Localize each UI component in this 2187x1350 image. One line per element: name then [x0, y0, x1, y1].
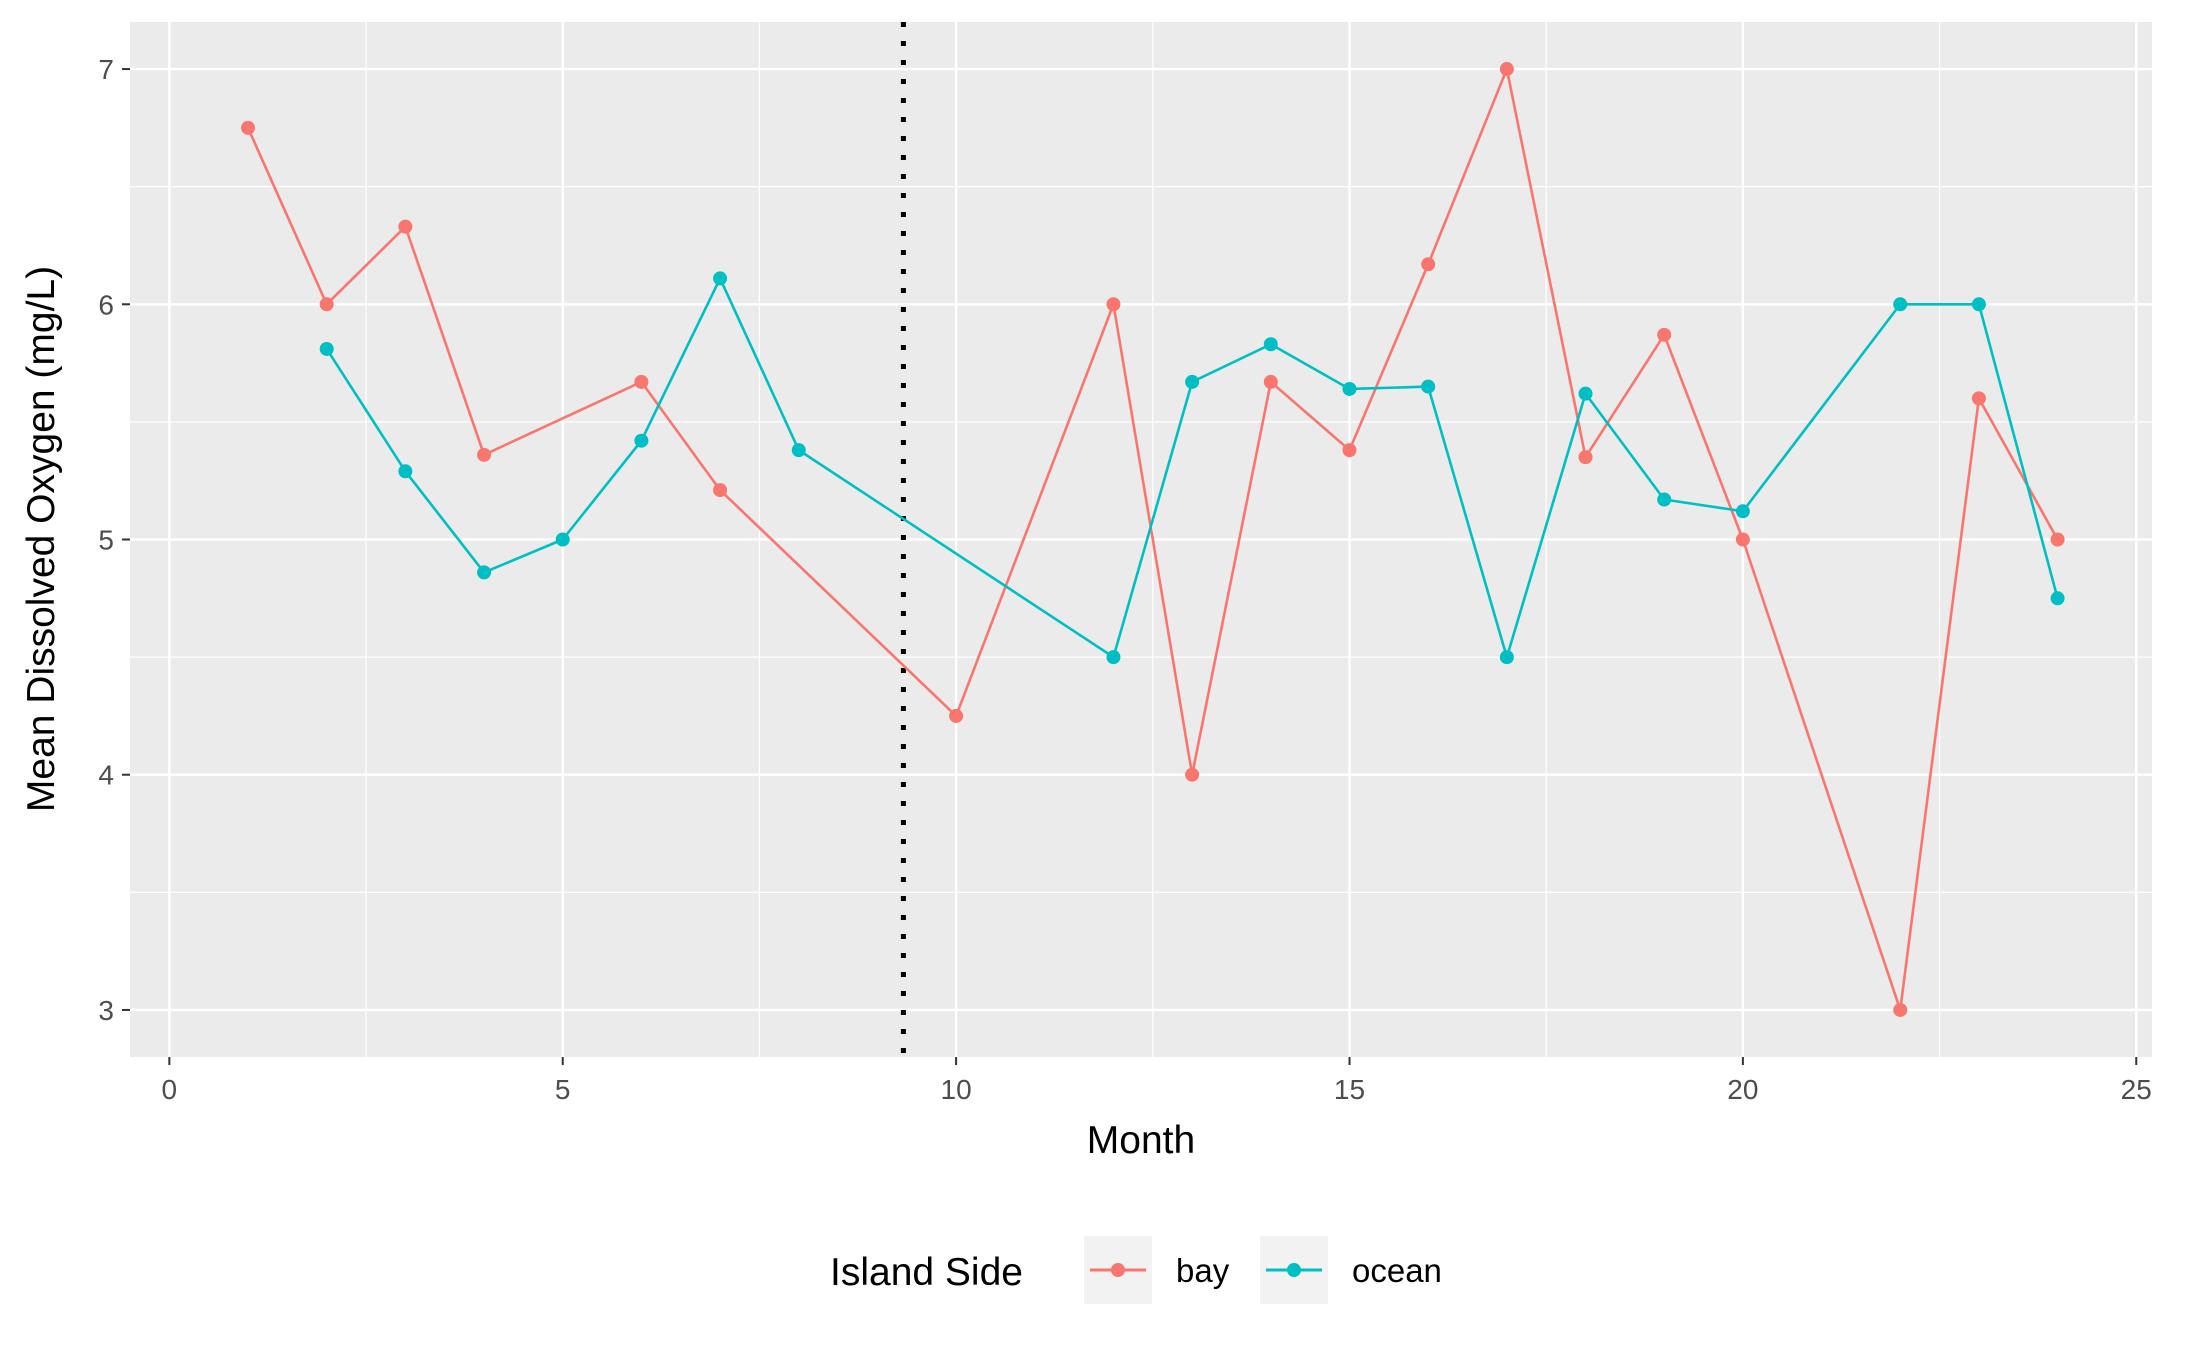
data-point-ocean	[398, 464, 412, 478]
x-tick-label: 20	[1727, 1074, 1758, 1105]
data-point-bay	[1579, 450, 1593, 464]
data-point-bay	[1106, 297, 1120, 311]
x-tick-label: 0	[162, 1074, 178, 1105]
data-point-bay	[1185, 768, 1199, 782]
y-tick-label: 4	[98, 760, 114, 791]
legend-point-bay	[1111, 1263, 1125, 1277]
data-point-bay	[1972, 391, 1986, 405]
data-point-bay	[477, 448, 491, 462]
legend-label-bay: bay	[1176, 1252, 1230, 1289]
legend-point-ocean	[1287, 1263, 1301, 1277]
data-point-ocean	[634, 434, 648, 448]
data-point-ocean	[1421, 380, 1435, 394]
data-point-ocean	[1342, 382, 1356, 396]
data-point-bay	[1342, 443, 1356, 457]
legend-label-ocean: ocean	[1352, 1252, 1442, 1289]
data-point-ocean	[2051, 591, 2065, 605]
data-point-bay	[1500, 62, 1514, 76]
data-point-bay	[398, 220, 412, 234]
data-point-bay	[713, 483, 727, 497]
data-point-ocean	[1264, 337, 1278, 351]
data-point-ocean	[477, 565, 491, 579]
data-point-ocean	[1579, 387, 1593, 401]
y-tick-label: 3	[98, 995, 114, 1026]
data-point-bay	[1657, 328, 1671, 342]
x-axis-title: Month	[1087, 1119, 1195, 1162]
data-point-ocean	[792, 443, 806, 457]
data-point-ocean	[1893, 297, 1907, 311]
data-point-ocean	[1972, 297, 1986, 311]
y-tick-label: 6	[98, 289, 114, 320]
data-point-bay	[320, 297, 334, 311]
data-point-ocean	[1185, 375, 1199, 389]
data-point-ocean	[713, 271, 727, 285]
y-axis-title: Mean Dissolved Oxygen (mg/L)	[20, 266, 63, 812]
x-tick-label: 5	[555, 1074, 571, 1105]
data-point-bay	[241, 121, 255, 135]
y-tick-label: 7	[98, 54, 114, 85]
data-point-bay	[2051, 533, 2065, 547]
data-point-ocean	[1500, 650, 1514, 664]
legend-title: Island Side	[830, 1251, 1023, 1294]
data-point-ocean	[556, 533, 570, 547]
y-tick-label: 5	[98, 525, 114, 556]
x-tick-label: 10	[941, 1074, 972, 1105]
data-point-ocean	[320, 342, 334, 356]
data-point-ocean	[1736, 504, 1750, 518]
data-point-bay	[634, 375, 648, 389]
x-tick-label: 15	[1334, 1074, 1365, 1105]
x-tick-label: 25	[2121, 1074, 2152, 1105]
data-point-bay	[1264, 375, 1278, 389]
data-point-bay	[1736, 533, 1750, 547]
data-point-bay	[1421, 257, 1435, 271]
legend-item-ocean: ocean	[1260, 1236, 1442, 1304]
data-point-bay	[1893, 1003, 1907, 1017]
data-point-ocean	[1657, 493, 1671, 507]
legend-item-bay: bay	[1084, 1236, 1230, 1304]
data-point-bay	[949, 709, 963, 723]
legend: Island Side bay ocean	[830, 1236, 1442, 1304]
data-point-ocean	[1106, 650, 1120, 664]
